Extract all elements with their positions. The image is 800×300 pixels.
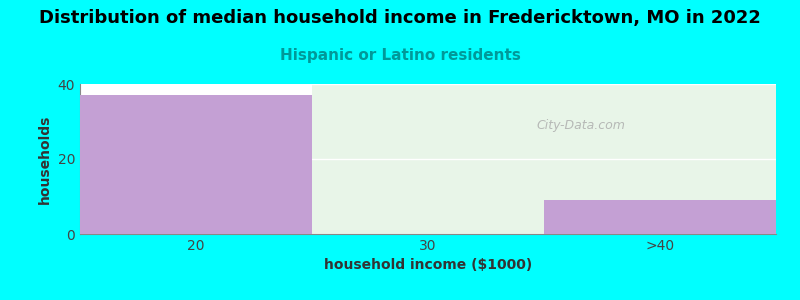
Text: Distribution of median household income in Fredericktown, MO in 2022: Distribution of median household income …: [39, 9, 761, 27]
Bar: [80, 95, 312, 234]
Text: City-Data.com: City-Data.com: [537, 119, 626, 133]
X-axis label: household income ($1000): household income ($1000): [324, 258, 532, 272]
Y-axis label: households: households: [38, 114, 52, 204]
Bar: [312, 84, 776, 234]
Text: Hispanic or Latino residents: Hispanic or Latino residents: [279, 48, 521, 63]
Bar: [544, 200, 776, 234]
